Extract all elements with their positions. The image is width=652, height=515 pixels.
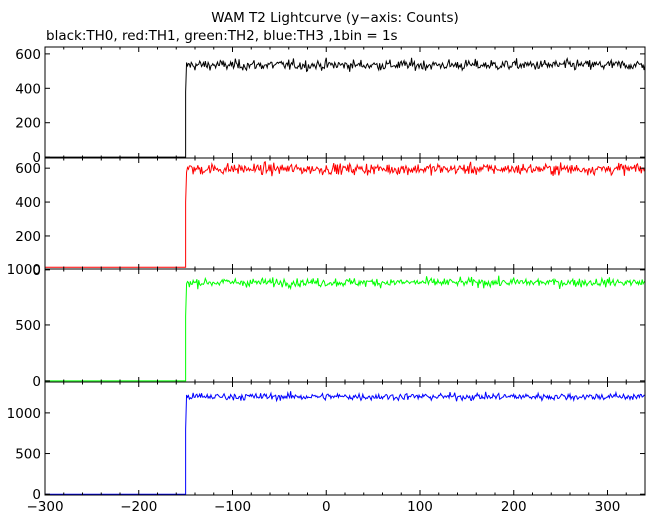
panel-frame [44, 268, 646, 383]
panel-th1: 0 200 400 600 [15, 157, 646, 279]
x-axis: −300 −200 −100 0 100 200 300 [26, 499, 620, 515]
y-tick-label: 0 [32, 487, 41, 503]
y-tick-label: 500 [15, 318, 41, 334]
y-tick-label: 600 [15, 47, 41, 63]
y-tick-label: 400 [15, 81, 41, 97]
x-tick-label: 100 [407, 499, 433, 515]
panel-th0: 0 200 400 600 [15, 46, 646, 166]
panel-th2: 0 500 1000 [7, 262, 646, 390]
series-line-th2 [45, 275, 646, 382]
y-tick-label: 400 [15, 195, 41, 211]
x-tick-label: 200 [501, 499, 527, 515]
series-line-th1 [45, 161, 646, 268]
panel-frame [44, 381, 646, 496]
y-tick-label: 1000 [7, 406, 41, 422]
chart-subtitle: black:TH0, red:TH1, green:TH2, blue:TH3 … [46, 28, 398, 44]
series-line-th0 [45, 57, 646, 158]
y-tick-label: 200 [15, 116, 41, 132]
x-tick-label: 300 [595, 499, 621, 515]
x-tick-label: −200 [120, 499, 157, 515]
x-tick-label: −100 [214, 499, 251, 515]
y-tick-label: 500 [15, 447, 41, 463]
series-line-th3 [45, 390, 646, 495]
y-tick-label: 0 [32, 374, 41, 390]
x-tick-label: −300 [26, 499, 63, 515]
y-tick-label: 0 [32, 263, 41, 279]
chart-title: WAM T2 Lightcurve (y−axis: Counts) [211, 10, 459, 26]
y-tick-label: 0 [32, 150, 41, 166]
y-tick-label: 200 [15, 229, 41, 245]
panel-th3: 0 500 1000 [7, 381, 646, 503]
y-tick-label: 600 [15, 161, 41, 177]
y-tick-label: 1000 [7, 262, 41, 278]
x-tick-label: 0 [322, 499, 331, 515]
